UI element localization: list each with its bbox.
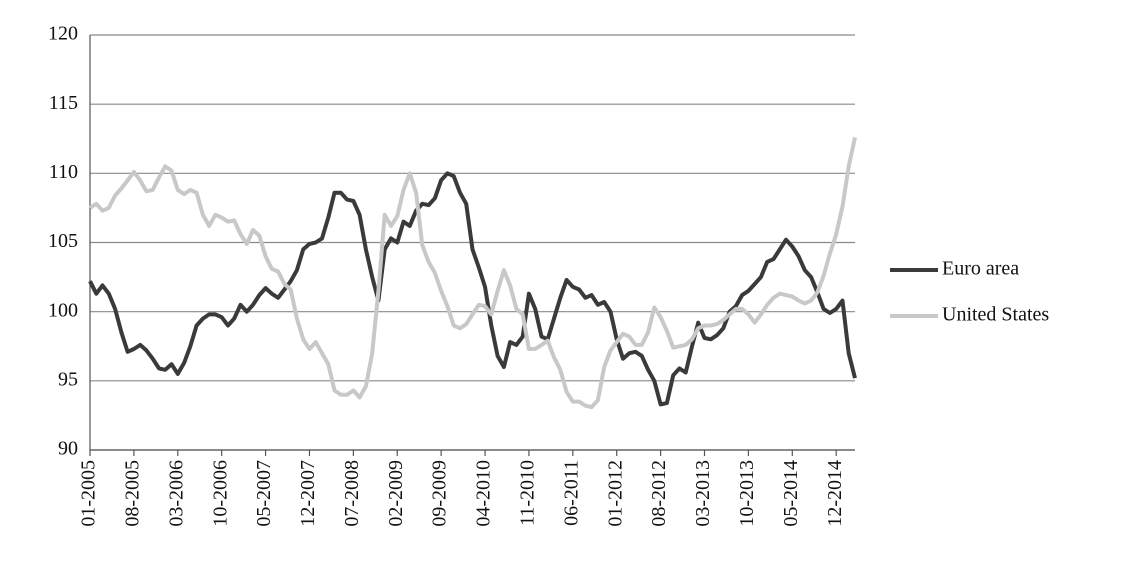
series-line (88, 171, 857, 407)
x-tick-label: 02-2009 (385, 460, 407, 527)
legend-label: Euro area (942, 258, 1019, 280)
x-tick-label: 06-2011 (560, 460, 582, 526)
series-line (88, 136, 857, 410)
y-tick-label: 105 (48, 230, 78, 252)
x-tick-label: 11-2010 (517, 460, 539, 526)
x-tick-label: 03-2013 (692, 460, 714, 527)
x-tick-label: 05-2007 (253, 460, 275, 527)
x-tick-label: 08-2012 (648, 460, 670, 527)
x-tick-label: 01-2012 (604, 460, 626, 527)
y-tick-label: 100 (48, 299, 78, 321)
y-tick-label: 110 (49, 161, 78, 183)
x-tick-label: 01-2005 (78, 460, 100, 527)
y-tick-label: 90 (58, 438, 78, 460)
x-tick-label: 09-2009 (429, 460, 451, 527)
x-tick-label: 07-2008 (341, 460, 363, 527)
x-tick-label: 04-2010 (473, 460, 495, 527)
x-tick-label: 10-2013 (736, 460, 758, 527)
x-tick-label: 12-2014 (824, 460, 846, 527)
legend-label: United States (942, 304, 1049, 326)
y-tick-label: 115 (49, 92, 78, 114)
x-tick-label: 05-2014 (780, 460, 802, 527)
y-tick-label: 120 (48, 23, 78, 45)
y-tick-label: 95 (58, 368, 78, 390)
x-tick-label: 08-2005 (121, 460, 143, 527)
x-tick-label: 10-2006 (209, 460, 231, 527)
x-tick-label: 03-2006 (165, 460, 187, 527)
x-tick-label: 12-2007 (297, 460, 319, 527)
